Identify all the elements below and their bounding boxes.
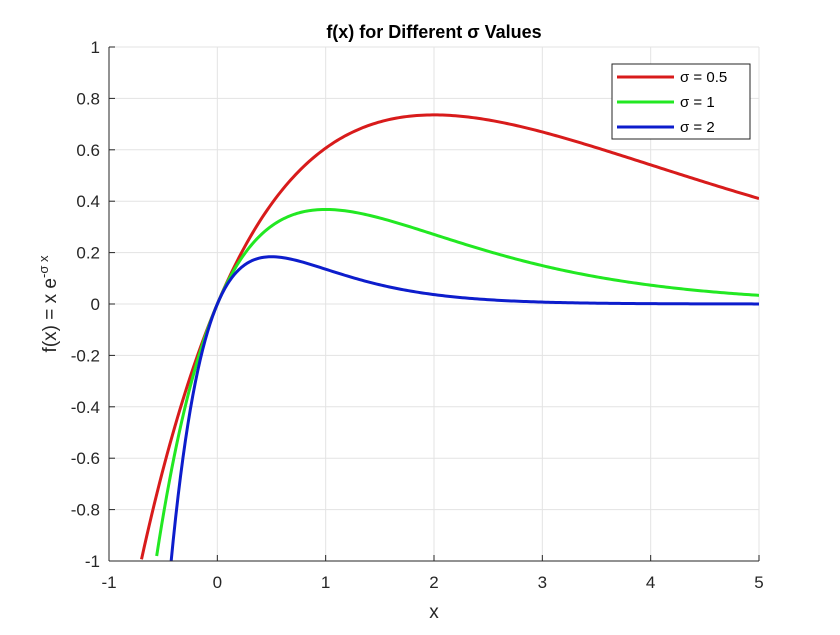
tick-labels: -1 0 1 2 3 4 5 -1 -0.8 -0.6 -0.4 -0.2 0 0.2 0.4 0.6 0.8 1 <box>71 38 764 592</box>
series-line-1 <box>140 113 759 560</box>
series-group <box>140 113 759 561</box>
x-tick-label: 2 <box>429 573 438 592</box>
y-tick-label: -0.4 <box>71 398 100 417</box>
x-tick-label: 5 <box>754 573 763 592</box>
y-tick-label: 0.4 <box>76 192 100 211</box>
y-tick-label: -1 <box>85 552 100 571</box>
y-tick-label: 0.6 <box>76 141 100 160</box>
x-tick-label: 1 <box>321 573 330 592</box>
x-tick-label: -1 <box>101 573 116 592</box>
legend-label-2: σ = 1 <box>680 94 715 111</box>
series-line-3 <box>169 255 759 561</box>
x-tick-label: 4 <box>646 573 655 592</box>
y-tick-label: 0.2 <box>76 244 100 263</box>
legend-label-3: σ = 2 <box>680 119 715 136</box>
x-tick-label: 3 <box>538 573 547 592</box>
y-tick-label: 0.8 <box>76 89 100 108</box>
y-tick-label: 1 <box>91 38 100 57</box>
axes <box>108 46 760 562</box>
x-tick-label: 0 <box>213 573 222 592</box>
y-tick-label: 0 <box>91 295 100 314</box>
x-axis-label: x <box>429 602 439 623</box>
y-tick-label: -0.8 <box>71 501 100 520</box>
y-tick-label: -0.6 <box>71 449 100 468</box>
legend: σ = 0.5 σ = 1 σ = 2 <box>611 63 751 140</box>
chart-title: f(x) for Different σ Values <box>326 22 541 42</box>
series-line-2 <box>155 207 759 557</box>
y-tick-label: -0.2 <box>71 346 100 365</box>
y-axis-label: f(x) = x e-σ x <box>36 255 61 352</box>
legend-label-1: σ = 0.5 <box>680 69 727 86</box>
